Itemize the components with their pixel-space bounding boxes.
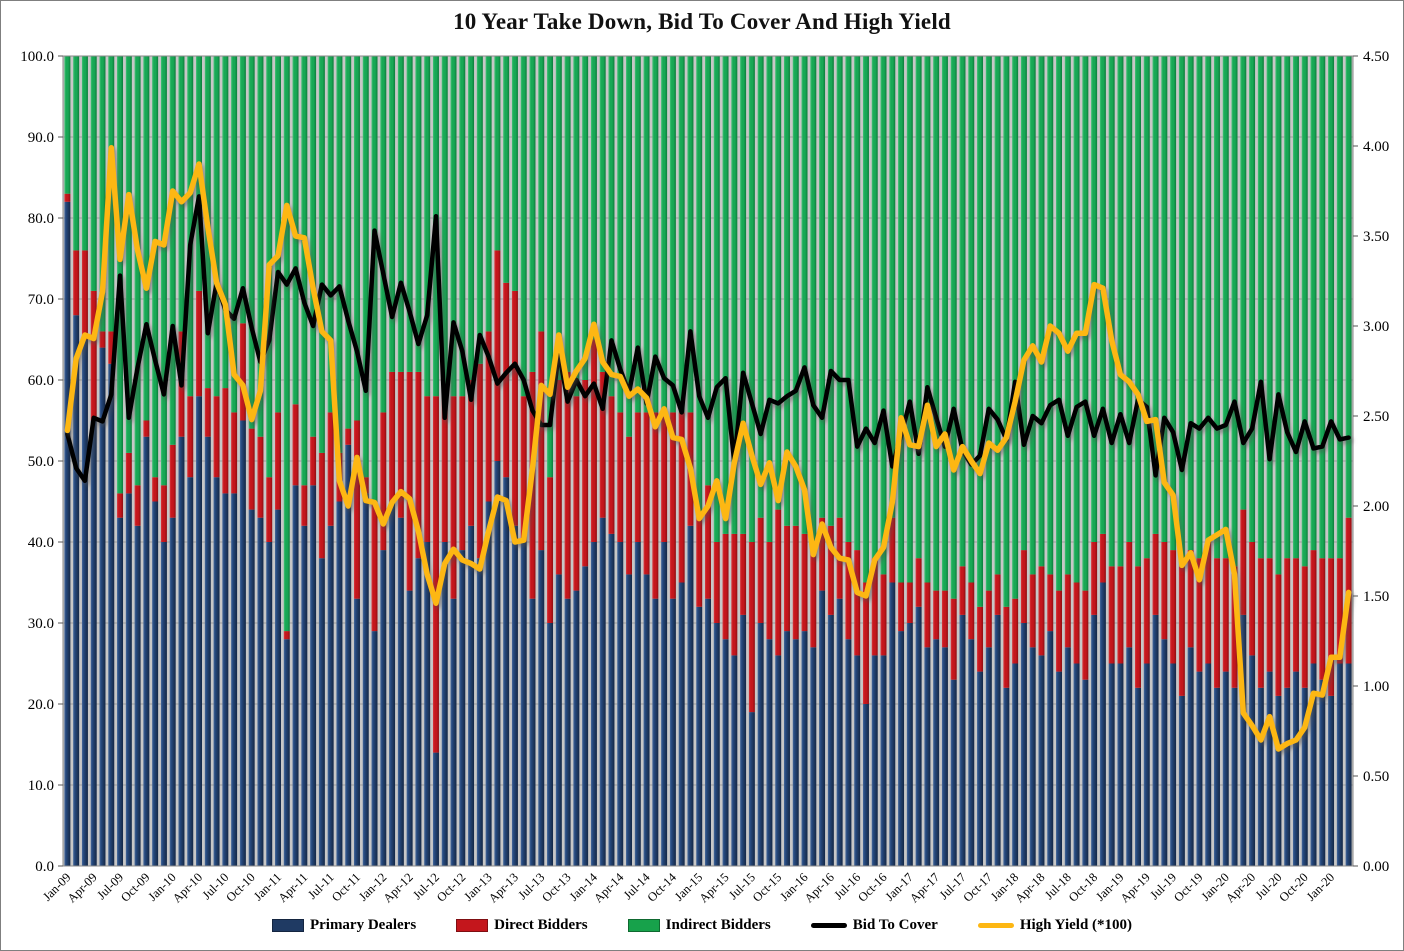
axis-labels: 0.0 10.0 20.0 30.0 40.0 50.0 60.0 70.0 80.0 90.0 1… [20, 49, 1389, 875]
svg-text:Oct-17: Oct-17 [960, 870, 994, 904]
svg-text:Oct-15: Oct-15 [750, 870, 784, 904]
legend-label-direct-bidders: Direct Bidders [494, 917, 588, 933]
legend-item-high-yield: High Yield (*100) [977, 917, 1133, 934]
svg-text:90.0: 90.0 [28, 130, 54, 146]
legend-label-primary-dealers: Primary Dealers [309, 917, 417, 933]
high-yield-swatch [977, 923, 1014, 928]
svg-text:10.0: 10.0 [28, 778, 54, 794]
svg-text:Oct-14: Oct-14 [645, 870, 680, 905]
svg-text:Apr-13: Apr-13 [486, 870, 521, 905]
legend-label-indirect-bidders: Indirect Bidders [665, 917, 771, 933]
legend-label-high-yield: High Yield (*100) [1019, 917, 1133, 933]
svg-text:0.50: 0.50 [1363, 769, 1389, 785]
svg-text:Apr-10: Apr-10 [170, 870, 205, 905]
svg-text:Oct-11: Oct-11 [329, 870, 363, 904]
bid-to-cover-line [65, 194, 1351, 484]
svg-text:2.00: 2.00 [1363, 499, 1389, 515]
bars-layer [64, 56, 1352, 867]
svg-text:50.0: 50.0 [28, 454, 54, 470]
legend: Primary Dealers Direct Bidders Indirect … [1, 917, 1403, 934]
svg-text:40.0: 40.0 [28, 535, 54, 551]
svg-text:Oct-20: Oct-20 [1276, 870, 1310, 904]
indirect-bidders-swatch [627, 919, 660, 932]
svg-text:Apr-12: Apr-12 [380, 870, 415, 905]
svg-text:Oct-10: Oct-10 [223, 870, 257, 904]
svg-text:0.0: 0.0 [35, 859, 54, 875]
svg-text:3.50: 3.50 [1363, 229, 1389, 245]
legend-item-bid-to-cover: Bid To Cover [810, 917, 938, 934]
svg-text:4.00: 4.00 [1363, 139, 1389, 155]
svg-text:4.50: 4.50 [1363, 49, 1389, 65]
svg-text:Oct-18: Oct-18 [1066, 870, 1100, 904]
svg-text:Jan-20: Jan-20 [1304, 870, 1337, 903]
svg-text:Oct-12: Oct-12 [434, 870, 468, 904]
primary-dealers-swatch [271, 919, 304, 932]
svg-text:0.00: 0.00 [1363, 859, 1389, 875]
svg-text:Apr-19: Apr-19 [1118, 870, 1153, 905]
svg-text:Oct-19: Oct-19 [1171, 870, 1205, 904]
svg-text:Apr-14: Apr-14 [591, 870, 627, 906]
svg-text:Apr-20: Apr-20 [1223, 870, 1258, 905]
svg-text:Apr-18: Apr-18 [1012, 870, 1047, 905]
high-yield-line [64, 145, 1352, 752]
svg-text:30.0: 30.0 [28, 616, 54, 632]
svg-text:80.0: 80.0 [28, 211, 54, 227]
legend-item-direct-bidders: Direct Bidders [456, 917, 588, 934]
svg-text:100.0: 100.0 [20, 49, 54, 65]
svg-text:3.00: 3.00 [1363, 319, 1389, 335]
svg-text:Oct-09: Oct-09 [118, 870, 152, 904]
svg-text:1.00: 1.00 [1363, 679, 1389, 695]
direct-bidders-swatch [456, 919, 489, 932]
svg-text:Apr-17: Apr-17 [907, 870, 942, 905]
svg-text:1.50: 1.50 [1363, 589, 1389, 605]
svg-text:70.0: 70.0 [28, 292, 54, 308]
legend-item-indirect-bidders: Indirect Bidders [627, 917, 771, 934]
svg-text:2.50: 2.50 [1363, 409, 1389, 425]
svg-text:Apr-09: Apr-09 [65, 870, 100, 905]
svg-text:20.0: 20.0 [28, 697, 54, 713]
svg-text:Apr-11: Apr-11 [276, 870, 311, 905]
legend-item-primary-dealers: Primary Dealers [271, 917, 417, 934]
svg-text:Oct-13: Oct-13 [539, 870, 573, 904]
bid-to-cover-swatch [810, 923, 847, 928]
legend-label-bid-to-cover: Bid To Cover [852, 917, 938, 933]
svg-text:Apr-15: Apr-15 [696, 870, 731, 905]
svg-text:Oct-16: Oct-16 [855, 870, 889, 904]
svg-text:60.0: 60.0 [28, 373, 54, 389]
svg-text:Apr-16: Apr-16 [802, 870, 837, 905]
chart-title: 10 Year Take Down, Bid To Cover And High… [453, 9, 951, 34]
x-axis-labels: Jan-09Apr-09Jul-09Oct-09Jan-10Apr-10Jul-… [40, 870, 1337, 906]
